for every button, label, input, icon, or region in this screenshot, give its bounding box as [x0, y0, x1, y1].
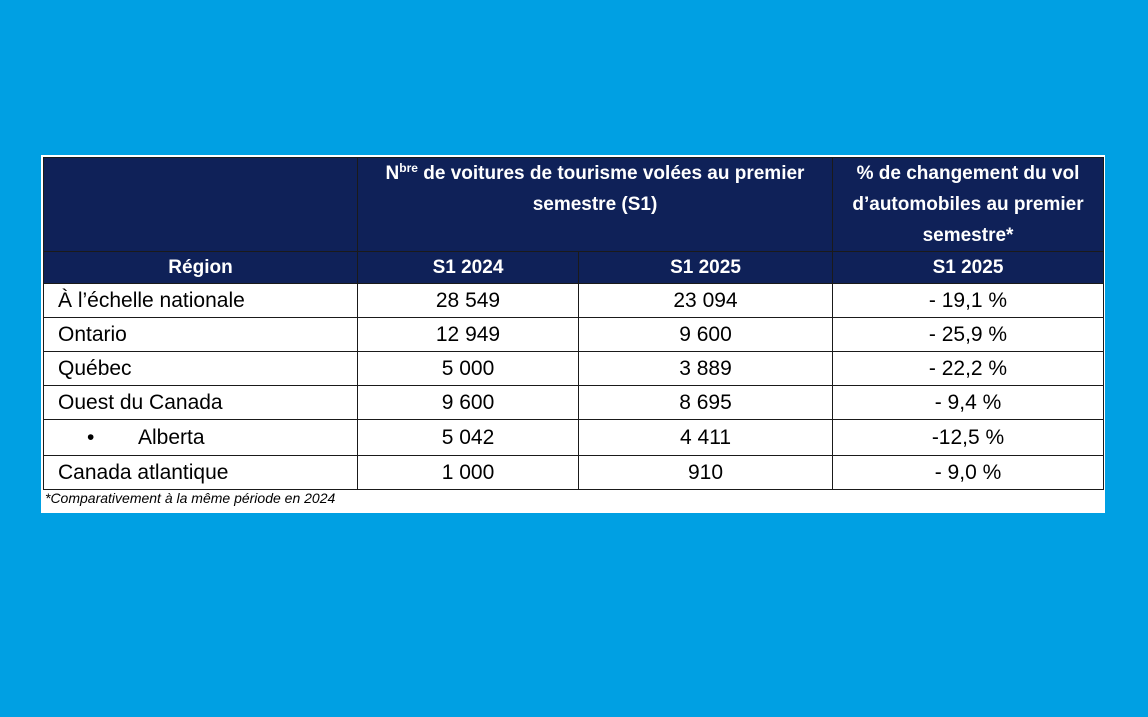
- header-s1-2025: S1 2025: [578, 251, 833, 284]
- header-row-sub: Région S1 2024 S1 2025 S1 2025: [43, 251, 1104, 284]
- change-cell: - 22,2 %: [832, 351, 1104, 386]
- table-row: Québec 5 000 3 889 - 22,2 %: [43, 351, 1104, 386]
- s1-2024-cell: 28 549: [357, 283, 579, 318]
- s1-2025-cell: 9 600: [578, 317, 833, 352]
- s1-2025-cell: 3 889: [578, 351, 833, 386]
- header-s1-2024: S1 2024: [357, 251, 579, 284]
- s1-2025-cell: 4 411: [578, 419, 833, 456]
- header-stolen-count-title: Nbre de voitures de tourisme volées au p…: [357, 157, 833, 252]
- table-row: À l’échelle nationale 28 549 23 094 - 19…: [43, 283, 1104, 318]
- footnote: *Comparativement à la même période en 20…: [45, 490, 336, 506]
- region-cell: Ouest du Canada: [43, 385, 358, 420]
- change-cell: - 19,1 %: [832, 283, 1104, 318]
- table-row: • Alberta 5 042 4 411 -12,5 %: [43, 419, 1104, 456]
- s1-2024-cell: 5 000: [357, 351, 579, 386]
- header-region: Région: [43, 251, 358, 284]
- s1-2024-cell: 9 600: [357, 385, 579, 420]
- s1-2024-cell: 1 000: [357, 455, 579, 490]
- s1-2025-cell: 8 695: [578, 385, 833, 420]
- s1-2024-cell: 12 949: [357, 317, 579, 352]
- title-rest: de voitures de tourisme volées au premie…: [417, 163, 805, 215]
- region-cell-alberta: • Alberta: [43, 419, 358, 456]
- change-cell: - 25,9 %: [832, 317, 1104, 352]
- header-empty-cell: [43, 157, 358, 252]
- vehicle-theft-table: Nbre de voitures de tourisme volées au p…: [43, 157, 1104, 490]
- title-prefix: N: [385, 163, 400, 184]
- title-superscript: bre: [399, 161, 418, 175]
- change-cell: -12,5 %: [832, 419, 1104, 456]
- region-label: Alberta: [138, 425, 205, 449]
- s1-2025-cell: 23 094: [578, 283, 833, 318]
- region-cell: Canada atlantique: [43, 455, 358, 490]
- change-cell: - 9,0 %: [832, 455, 1104, 490]
- region-cell: Ontario: [43, 317, 358, 352]
- table-row: Ouest du Canada 9 600 8 695 - 9,4 %: [43, 385, 1104, 420]
- region-cell: À l’échelle nationale: [43, 283, 358, 318]
- change-cell: - 9,4 %: [832, 385, 1104, 420]
- header-change-title: % de changement du vol d’automobiles au …: [832, 157, 1104, 252]
- s1-2024-cell: 5 042: [357, 419, 579, 456]
- region-cell: Québec: [43, 351, 358, 386]
- table-row: Canada atlantique 1 000 910 - 9,0 %: [43, 455, 1104, 490]
- header-row-titles: Nbre de voitures de tourisme volées au p…: [43, 157, 1104, 252]
- table-row: Ontario 12 949 9 600 - 25,9 %: [43, 317, 1104, 352]
- s1-2025-cell: 910: [578, 455, 833, 490]
- header-change-s1-2025: S1 2025: [832, 251, 1104, 284]
- table-card: Nbre de voitures de tourisme volées au p…: [41, 155, 1105, 513]
- bullet-icon: •: [87, 425, 95, 449]
